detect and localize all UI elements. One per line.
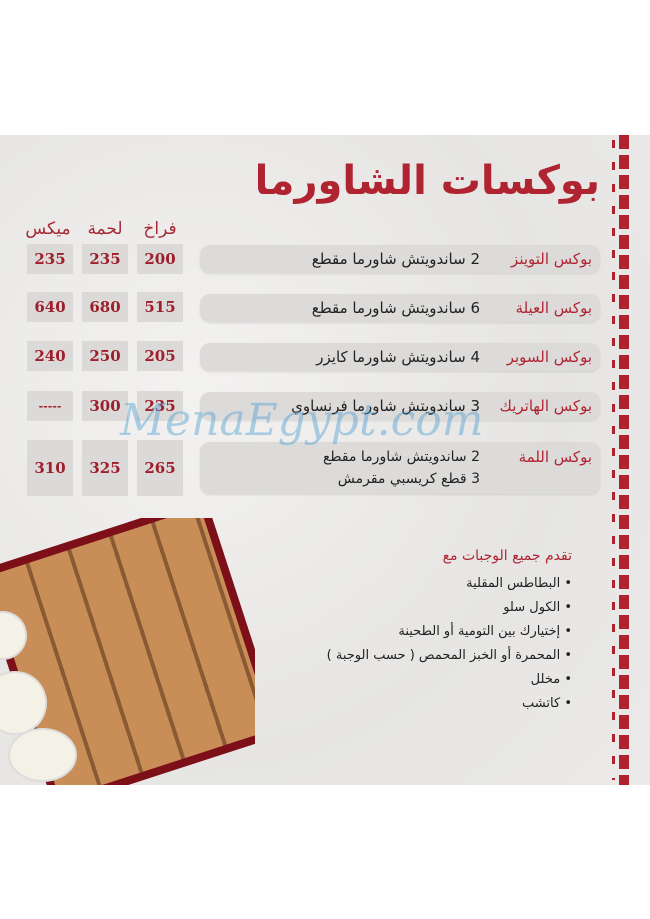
price-mix: 640 xyxy=(27,292,73,322)
menu-item: بوكس السوبر 4 ساندويتش شاورما كايزر xyxy=(200,343,600,371)
price-meat: 250 xyxy=(82,341,128,371)
price-meat: 235 xyxy=(82,244,128,274)
watermark-logo: MenaEgypt.com xyxy=(120,395,484,446)
sides-list: البطاطس المقلية الكول سلو إختيارك بين ال… xyxy=(327,572,572,716)
side-item: المحمرة أو الخبز المحمص ( حسب الوجبة ) xyxy=(327,644,572,668)
menu-item: بوكس الهاتريك 3 ساندويتش شاورما فرنساوي xyxy=(200,392,600,420)
item-desc-line: 2 ساندويتش شاورما مقطع xyxy=(322,449,480,465)
item-desc: 6 ساندويتش شاورما مقطع xyxy=(311,299,480,317)
item-name: بوكس التوينز xyxy=(511,250,592,268)
price-meat: 300 xyxy=(82,391,128,421)
price-mix: ----- xyxy=(27,391,73,421)
column-header-meat: لحمة xyxy=(87,219,123,239)
item-desc-line: 3 قطع كريسبي مقرمش xyxy=(337,471,480,487)
dip-bowl xyxy=(10,730,75,780)
item-name: بوكس السوبر xyxy=(506,348,592,366)
dashed-border-inner xyxy=(612,140,615,780)
menu-item: بوكس التوينز 2 ساندويتش شاورما مقطع xyxy=(200,245,600,273)
food-image xyxy=(0,518,255,785)
price-mix: 240 xyxy=(27,341,73,371)
side-item: إختيارك بين التومية أو الطحينة xyxy=(327,620,572,644)
price-meat: 325 xyxy=(82,440,128,496)
menu-item: بوكس اللمة 2 ساندويتش شاورما مقطع 3 قطع … xyxy=(200,442,600,494)
item-desc: 4 ساندويتش شاورما كايزر xyxy=(316,348,480,366)
price-chicken: 235 xyxy=(137,391,183,421)
side-item: مخلل xyxy=(327,668,572,692)
price-mix: 235 xyxy=(27,244,73,274)
column-header-chicken: فراخ xyxy=(143,219,177,239)
price-chicken: 200 xyxy=(137,244,183,274)
item-name: بوكس اللمة xyxy=(518,448,592,466)
price-chicken: 515 xyxy=(137,292,183,322)
sides-heading: تقدم جميع الوجبات مع xyxy=(442,548,572,564)
page-title: بوكسات الشاورما xyxy=(254,158,600,204)
side-item: البطاطس المقلية xyxy=(327,572,572,596)
side-item: الكول سلو xyxy=(327,596,572,620)
dashed-border xyxy=(619,135,629,785)
item-desc: 3 ساندويتش شاورما فرنساوي xyxy=(291,397,480,415)
column-header-mix: ميكس xyxy=(25,219,71,239)
price-chicken: 265 xyxy=(137,440,183,496)
item-desc: 2 ساندويتش شاورما مقطع xyxy=(311,250,480,268)
price-meat: 680 xyxy=(82,292,128,322)
side-item: كاتشب xyxy=(327,692,572,716)
price-chicken: 205 xyxy=(137,341,183,371)
menu-item: بوكس العيلة 6 ساندويتش شاورما مقطع xyxy=(200,294,600,322)
price-mix: 310 xyxy=(27,440,73,496)
item-desc: 2 ساندويتش شاورما مقطع 3 قطع كريسبي مقرم… xyxy=(323,446,480,490)
item-name: بوكس العيلة xyxy=(515,299,592,317)
item-name: بوكس الهاتريك xyxy=(499,397,592,415)
